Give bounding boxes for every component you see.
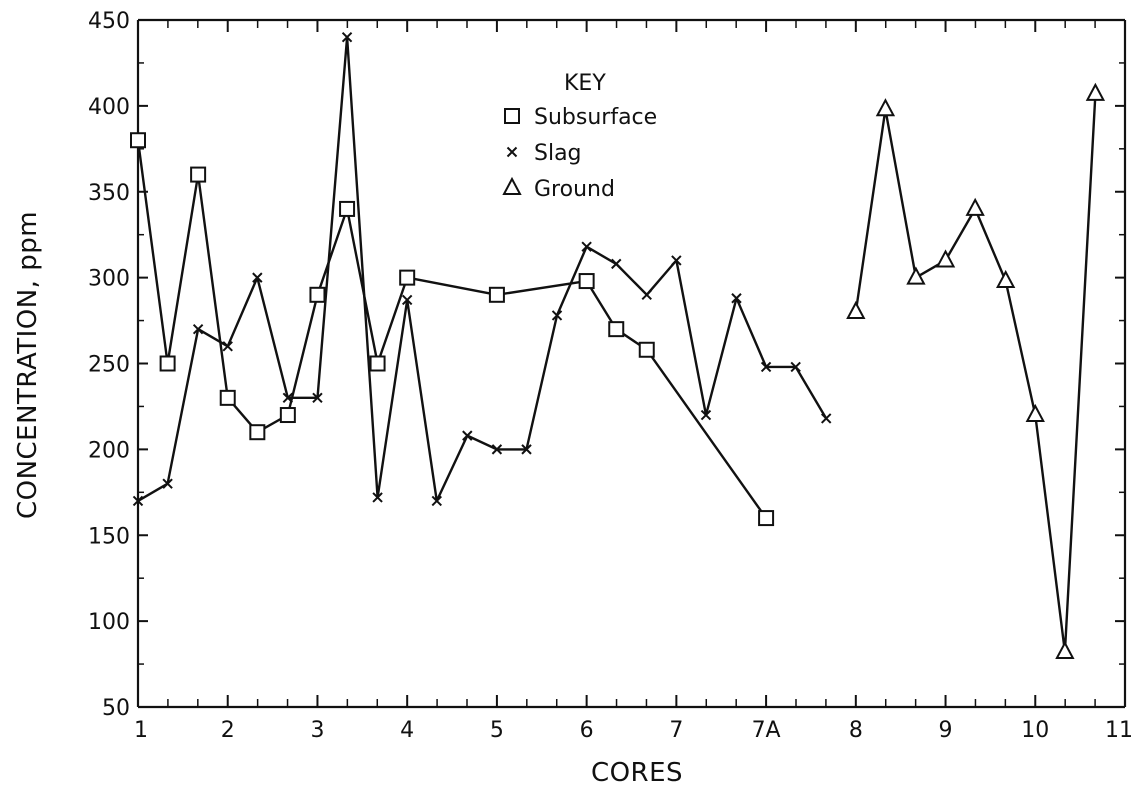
x-axis-title: CORES — [591, 758, 683, 787]
x-tick-label: 10 — [1021, 718, 1049, 743]
slag-point — [431, 495, 442, 507]
series-layer — [130, 31, 1106, 660]
legend-label: Subsurface — [534, 105, 657, 130]
slag-point — [700, 409, 712, 421]
slag-point — [581, 241, 592, 252]
y-tick-label: 150 — [88, 524, 130, 549]
x-tick-label: 1 — [134, 718, 148, 743]
subsurface-point — [249, 424, 266, 441]
slag-point — [252, 272, 263, 283]
subsurface-point — [190, 166, 207, 183]
ground-point — [1085, 82, 1106, 101]
x-tick-label: 7 — [669, 718, 683, 743]
subsurface-point — [130, 132, 146, 149]
ground-line — [854, 93, 1097, 654]
slag-point — [341, 31, 353, 43]
subsurface-point — [279, 407, 296, 424]
ground-point — [995, 269, 1016, 289]
slag-point — [372, 492, 383, 503]
subsurface-line — [136, 140, 768, 519]
x-tick-label: 6 — [580, 718, 594, 743]
legend-entry-slag: Slag — [506, 141, 582, 166]
slag-point — [611, 258, 622, 270]
series-slag — [132, 31, 832, 507]
legend-entry-subsurface: Subsurface — [504, 105, 657, 130]
slag-point — [132, 495, 144, 507]
ground-point — [1025, 403, 1045, 423]
slag-point — [222, 341, 233, 352]
x-tick-label: 9 — [939, 718, 953, 743]
slag-point — [790, 361, 801, 373]
subsurface-point — [638, 341, 655, 358]
slag-point — [462, 430, 473, 441]
slag-point — [521, 444, 532, 455]
subsurface-point — [219, 389, 236, 406]
slag-point — [506, 146, 518, 158]
slag-line — [137, 36, 828, 503]
x-tick-label: 3 — [310, 718, 324, 743]
y-tick-label: 250 — [88, 353, 130, 378]
slag-point — [282, 392, 294, 404]
series-ground — [846, 82, 1106, 660]
legend-entry-ground: Ground — [502, 176, 615, 202]
y-tick-label: 50 — [102, 696, 130, 721]
slag-point — [401, 294, 413, 306]
slag-point — [731, 293, 742, 304]
ground-point — [846, 300, 866, 319]
subsurface-point — [399, 269, 416, 286]
legend: KEY Subsurface Slag Ground — [502, 71, 657, 202]
subsurface-point — [488, 286, 505, 303]
subsurface-point — [758, 510, 775, 527]
subsurface-point — [504, 108, 520, 124]
ground-point — [875, 98, 896, 117]
x-tick-label: 4 — [400, 718, 414, 743]
slag-point — [491, 444, 503, 455]
slag-point — [312, 392, 323, 404]
legend-label: Ground — [534, 177, 615, 202]
slag-point — [551, 310, 563, 321]
series-subsurface — [130, 132, 775, 527]
subsurface-point — [339, 200, 356, 217]
slag-point — [641, 289, 652, 301]
y-tick-label: 350 — [88, 181, 130, 206]
x-tick-label: 8 — [849, 718, 863, 743]
slag-point — [192, 323, 204, 335]
y-axis-title: CONCENTRATION, ppm — [13, 211, 43, 519]
subsurface-point — [159, 355, 176, 372]
subsurface-point — [578, 273, 595, 290]
x-tick-label: 11 — [1105, 718, 1133, 743]
subsurface-point — [608, 321, 625, 338]
x-tick-label: 5 — [490, 718, 504, 743]
ground-point — [906, 266, 926, 285]
ground-point — [965, 197, 985, 216]
legend-title: KEY — [564, 71, 606, 96]
axes-frame: 50 100 150 200 250 300 350 400 450 1 2 3 4 5 6 7 7A 8 9 10 1… — [88, 9, 1133, 743]
ground-point — [502, 176, 522, 195]
y-tick-label: 300 — [88, 267, 130, 292]
ground-point — [1055, 640, 1075, 660]
slag-point — [821, 413, 832, 424]
subsurface-point — [309, 286, 326, 303]
y-tick-label: 450 — [88, 9, 130, 34]
y-tick-label: 400 — [88, 95, 130, 120]
slag-point — [671, 255, 682, 266]
x-tick-label: 7A — [752, 718, 781, 743]
subsurface-point — [369, 355, 386, 372]
slag-point — [162, 478, 173, 489]
ground-point — [935, 249, 956, 268]
slag-point — [760, 361, 772, 373]
y-tick-label: 100 — [88, 610, 130, 635]
x-tick-label: 2 — [221, 718, 235, 743]
legend-label: Slag — [534, 141, 582, 166]
y-tick-label: 200 — [88, 438, 130, 463]
